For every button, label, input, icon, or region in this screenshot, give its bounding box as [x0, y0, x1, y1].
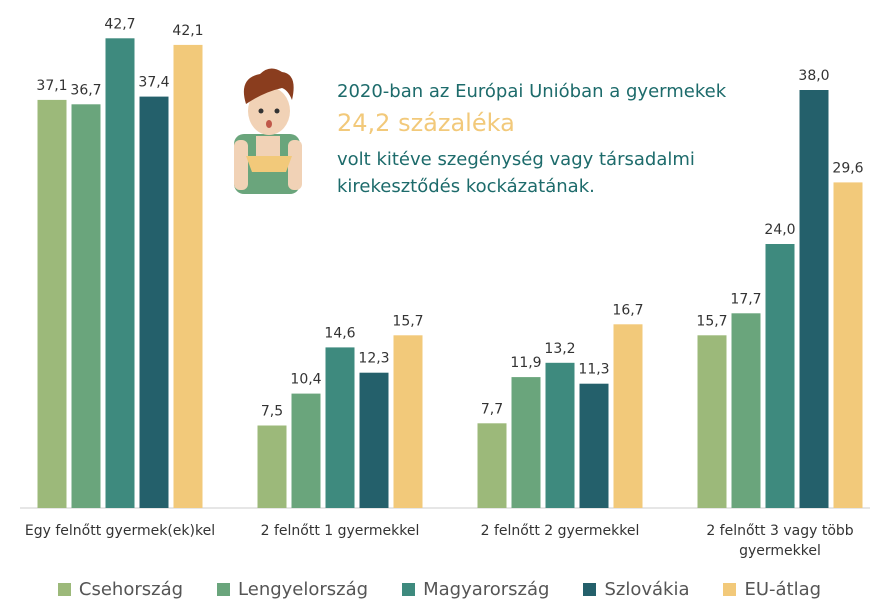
legend-swatch	[723, 583, 736, 596]
value-label: 12,3	[358, 351, 389, 367]
bar	[732, 313, 761, 508]
value-label: 15,7	[696, 313, 727, 329]
bar	[766, 244, 795, 508]
bar	[38, 100, 67, 508]
legend-swatch	[583, 583, 596, 596]
value-label: 17,7	[730, 291, 761, 307]
legend: Csehország Lengyelország Magyarország Szlov…	[0, 579, 879, 600]
value-label: 16,7	[612, 302, 643, 318]
value-label: 38,0	[798, 68, 829, 84]
bar	[546, 363, 575, 508]
chart: 2020-ban az Európai Unióban a gyermekek …	[0, 0, 879, 606]
legend-item: Szlovákia	[583, 579, 689, 600]
bar	[292, 394, 321, 508]
value-label: 7,5	[261, 404, 283, 420]
annotation: volt kitéve szegénység vagy társadalmi	[337, 149, 695, 170]
bar	[800, 90, 829, 508]
value-label: 14,6	[324, 325, 355, 341]
legend-swatch	[402, 583, 415, 596]
value-label: 15,7	[392, 313, 423, 329]
value-label: 37,4	[138, 75, 169, 91]
legend-label: Szlovákia	[604, 579, 689, 600]
legend-item: EU-átlag	[723, 579, 821, 600]
legend-swatch	[58, 583, 71, 596]
value-label: 11,3	[578, 362, 609, 378]
bar	[834, 182, 863, 508]
legend-label: Csehország	[79, 579, 183, 600]
annotation: kirekesztődés kockázatának.	[337, 176, 595, 197]
legend-label: Lengyelország	[238, 579, 368, 600]
x-tick-label: 2 felnőtt 3 vagy több gyermekkel	[675, 521, 879, 561]
value-label: 36,7	[70, 82, 101, 98]
bar	[106, 38, 135, 508]
bar	[174, 45, 203, 508]
legend-item: Lengyelország	[217, 579, 368, 600]
bar	[580, 384, 609, 508]
value-label: 42,7	[104, 16, 135, 32]
legend-label: Magyarország	[423, 579, 549, 600]
x-tick-label: Egy felnőtt gyermek(ek)kel	[15, 521, 225, 541]
value-label: 11,9	[510, 355, 541, 371]
x-tick-label: 2 felnőtt 1 gyermekkel	[235, 521, 445, 541]
value-label: 10,4	[290, 372, 321, 388]
x-tick-label: 2 felnőtt 2 gyermekkel	[455, 521, 665, 541]
bar	[360, 373, 389, 508]
value-label: 42,1	[172, 23, 203, 39]
value-label: 13,2	[544, 341, 575, 357]
legend-item: Magyarország	[402, 579, 549, 600]
bar	[478, 423, 507, 508]
bar	[512, 377, 541, 508]
annotation: 2020-ban az Európai Unióban a gyermekek	[337, 81, 727, 102]
value-label: 37,1	[36, 78, 67, 94]
chart-page: 2020-ban az Európai Unióban a gyermekek …	[0, 0, 879, 606]
annotation-highlight: 24,2 százaléka	[337, 109, 515, 137]
bar	[258, 426, 287, 509]
legend-label: EU-átlag	[744, 579, 821, 600]
value-label: 7,7	[481, 401, 503, 417]
illustration	[234, 68, 302, 194]
bar	[72, 104, 101, 508]
legend-swatch	[217, 583, 230, 596]
value-label: 29,6	[832, 160, 863, 176]
bar	[326, 347, 355, 508]
bar	[698, 335, 727, 508]
bar	[140, 97, 169, 508]
value-label: 24,0	[764, 222, 795, 238]
bar	[614, 324, 643, 508]
legend-item: Csehország	[58, 579, 183, 600]
bar	[394, 335, 423, 508]
